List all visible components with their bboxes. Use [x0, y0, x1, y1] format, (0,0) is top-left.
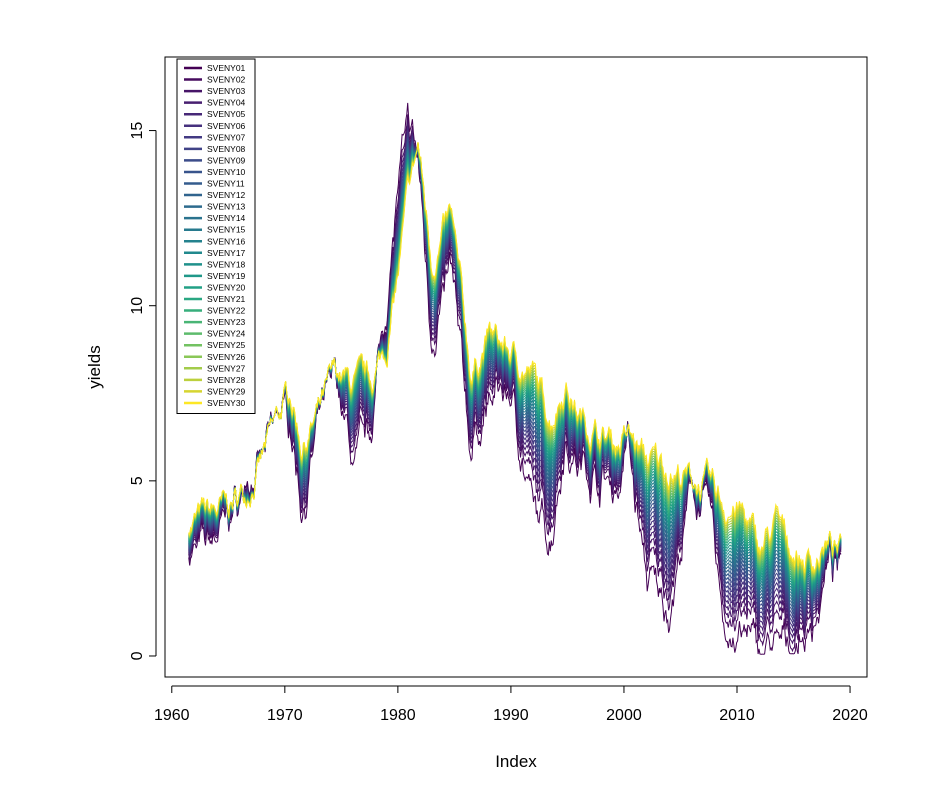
- x-tick-label: 2020: [832, 707, 868, 724]
- legend-label-sveny13: SVENY13: [207, 202, 246, 212]
- legend-label-sveny15: SVENY15: [207, 225, 246, 235]
- legend-label-sveny07: SVENY07: [207, 132, 246, 142]
- legend-label-sveny17: SVENY17: [207, 248, 246, 258]
- series-line-sveny30: [188, 142, 842, 574]
- legend-label-sveny21: SVENY21: [207, 294, 246, 304]
- legend-label-sveny30: SVENY30: [207, 398, 246, 408]
- x-tick-label: 1980: [380, 707, 416, 724]
- legend-label-sveny28: SVENY28: [207, 375, 246, 385]
- y-tick-label: 10: [129, 297, 146, 315]
- legend-label-sveny20: SVENY20: [207, 282, 246, 292]
- x-tick-label: 1990: [493, 707, 529, 724]
- legend-label-sveny08: SVENY08: [207, 144, 246, 154]
- legend-label-sveny16: SVENY16: [207, 236, 246, 246]
- y-axis-title: yields: [85, 345, 104, 388]
- legend-label-sveny01: SVENY01: [207, 63, 246, 73]
- x-tick-label: 1970: [267, 707, 303, 724]
- legend-label-sveny19: SVENY19: [207, 271, 246, 281]
- x-tick-label: 1960: [154, 707, 190, 724]
- y-tick-label: 15: [129, 122, 146, 140]
- y-tick-label: 0: [129, 651, 146, 660]
- y-tick-label: 5: [129, 476, 146, 485]
- y-axis: 0 5 10 15: [129, 122, 157, 660]
- legend-label-sveny26: SVENY26: [207, 352, 246, 362]
- legend-box: [176, 58, 256, 414]
- x-tick-label: 2000: [606, 707, 642, 724]
- x-axis-title: Index: [495, 752, 537, 771]
- legend-label-sveny14: SVENY14: [207, 213, 246, 223]
- legend-label-sveny22: SVENY22: [207, 306, 246, 316]
- plot-frame: [164, 56, 868, 678]
- series-layer: [188, 102, 842, 655]
- legend-label-sveny04: SVENY04: [207, 98, 246, 108]
- x-axis: 1960 1970 1980 1990 2000 2010 2020: [154, 685, 868, 724]
- legend-label-sveny09: SVENY09: [207, 155, 246, 165]
- legend-label-sveny03: SVENY03: [207, 86, 246, 96]
- legend-label-sveny23: SVENY23: [207, 317, 246, 327]
- x-tick-label: 2010: [719, 707, 755, 724]
- legend-label-sveny02: SVENY02: [207, 75, 246, 85]
- legend-label-sveny27: SVENY27: [207, 363, 246, 373]
- legend-label-sveny24: SVENY24: [207, 329, 246, 339]
- legend-label-sveny18: SVENY18: [207, 259, 246, 269]
- legend-label-sveny06: SVENY06: [207, 121, 246, 131]
- legend-label-sveny12: SVENY12: [207, 190, 246, 200]
- legend-label-sveny11: SVENY11: [207, 179, 245, 189]
- legend-label-sveny05: SVENY05: [207, 109, 246, 119]
- legend-label-sveny10: SVENY10: [207, 167, 246, 177]
- legend-label-sveny25: SVENY25: [207, 340, 246, 350]
- legend-label-sveny29: SVENY29: [207, 386, 246, 396]
